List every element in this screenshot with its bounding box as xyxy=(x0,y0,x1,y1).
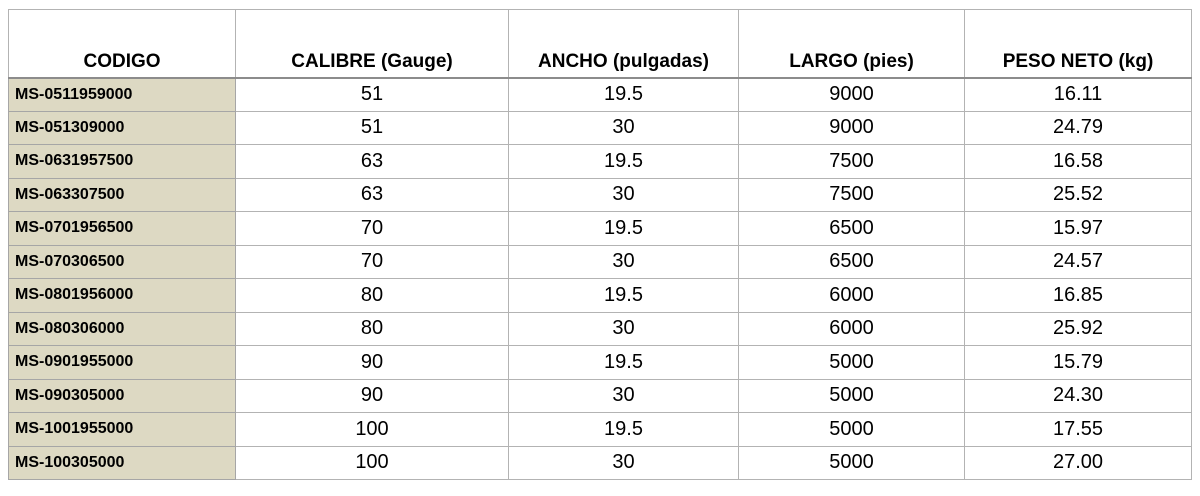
table-row: MS-080306000 80 30 6000 25.92 xyxy=(8,311,1192,346)
cell-calibre: 100 xyxy=(235,412,509,447)
cell-calibre: 51 xyxy=(235,110,509,145)
cell-codigo: MS-0511959000 xyxy=(8,77,236,112)
table-row: MS-0901955000 90 19.5 5000 15.79 xyxy=(8,345,1192,380)
cell-peso-neto: 24.57 xyxy=(964,244,1192,279)
cell-ancho: 19.5 xyxy=(508,345,739,380)
cell-calibre: 80 xyxy=(235,311,509,346)
cell-calibre: 90 xyxy=(235,345,509,380)
cell-largo: 9000 xyxy=(738,77,965,112)
header-row: CODIGO CALIBRE (Gauge) ANCHO (pulgadas) … xyxy=(8,9,1192,79)
cell-largo: 7500 xyxy=(738,177,965,212)
cell-peso-neto: 27.00 xyxy=(964,445,1192,480)
cell-peso-neto: 16.11 xyxy=(964,77,1192,112)
product-spec-table: CODIGO CALIBRE (Gauge) ANCHO (pulgadas) … xyxy=(8,9,1192,480)
table-row: MS-0801956000 80 19.5 6000 16.85 xyxy=(8,278,1192,313)
table-row: MS-100305000 100 30 5000 27.00 xyxy=(8,445,1192,480)
cell-ancho: 19.5 xyxy=(508,211,739,246)
header-codigo: CODIGO xyxy=(8,9,236,79)
cell-peso-neto: 17.55 xyxy=(964,412,1192,447)
cell-ancho: 19.5 xyxy=(508,278,739,313)
cell-largo: 5000 xyxy=(738,345,965,380)
table-row: MS-063307500 63 30 7500 25.52 xyxy=(8,177,1192,212)
cell-codigo: MS-051309000 xyxy=(8,110,236,145)
cell-ancho: 30 xyxy=(508,110,739,145)
table-row: MS-1001955000 100 19.5 5000 17.55 xyxy=(8,412,1192,447)
header-peso-neto: PESO NETO (kg) xyxy=(964,9,1192,79)
cell-calibre: 63 xyxy=(235,177,509,212)
cell-codigo: MS-0701956500 xyxy=(8,211,236,246)
cell-largo: 5000 xyxy=(738,378,965,413)
table-row: MS-090305000 90 30 5000 24.30 xyxy=(8,378,1192,413)
cell-peso-neto: 25.92 xyxy=(964,311,1192,346)
cell-ancho: 30 xyxy=(508,445,739,480)
table-row: MS-0631957500 63 19.5 7500 16.58 xyxy=(8,144,1192,179)
cell-codigo: MS-080306000 xyxy=(8,311,236,346)
cell-ancho: 30 xyxy=(508,378,739,413)
cell-ancho: 30 xyxy=(508,311,739,346)
cell-calibre: 63 xyxy=(235,144,509,179)
cell-largo: 7500 xyxy=(738,144,965,179)
header-largo: LARGO (pies) xyxy=(738,9,965,79)
cell-calibre: 70 xyxy=(235,244,509,279)
cell-peso-neto: 15.97 xyxy=(964,211,1192,246)
cell-codigo: MS-100305000 xyxy=(8,445,236,480)
cell-codigo: MS-090305000 xyxy=(8,378,236,413)
cell-largo: 6500 xyxy=(738,211,965,246)
table-row: MS-0511959000 51 19.5 9000 16.11 xyxy=(8,77,1192,112)
cell-codigo: MS-070306500 xyxy=(8,244,236,279)
cell-calibre: 100 xyxy=(235,445,509,480)
cell-calibre: 51 xyxy=(235,77,509,112)
cell-calibre: 80 xyxy=(235,278,509,313)
header-calibre: CALIBRE (Gauge) xyxy=(235,9,509,79)
cell-calibre: 70 xyxy=(235,211,509,246)
cell-ancho: 19.5 xyxy=(508,412,739,447)
cell-largo: 5000 xyxy=(738,412,965,447)
cell-codigo: MS-0631957500 xyxy=(8,144,236,179)
cell-peso-neto: 16.58 xyxy=(964,144,1192,179)
cell-calibre: 90 xyxy=(235,378,509,413)
cell-peso-neto: 24.30 xyxy=(964,378,1192,413)
table-row: MS-070306500 70 30 6500 24.57 xyxy=(8,244,1192,279)
cell-codigo: MS-1001955000 xyxy=(8,412,236,447)
cell-largo: 6000 xyxy=(738,311,965,346)
cell-peso-neto: 16.85 xyxy=(964,278,1192,313)
cell-largo: 5000 xyxy=(738,445,965,480)
cell-ancho: 19.5 xyxy=(508,144,739,179)
cell-codigo: MS-063307500 xyxy=(8,177,236,212)
cell-ancho: 30 xyxy=(508,177,739,212)
cell-ancho: 19.5 xyxy=(508,77,739,112)
cell-largo: 6500 xyxy=(738,244,965,279)
cell-peso-neto: 25.52 xyxy=(964,177,1192,212)
table-row: MS-051309000 51 30 9000 24.79 xyxy=(8,110,1192,145)
cell-codigo: MS-0801956000 xyxy=(8,278,236,313)
table-row: MS-0701956500 70 19.5 6500 15.97 xyxy=(8,211,1192,246)
cell-codigo: MS-0901955000 xyxy=(8,345,236,380)
header-ancho: ANCHO (pulgadas) xyxy=(508,9,739,79)
cell-peso-neto: 24.79 xyxy=(964,110,1192,145)
cell-peso-neto: 15.79 xyxy=(964,345,1192,380)
cell-largo: 9000 xyxy=(738,110,965,145)
cell-largo: 6000 xyxy=(738,278,965,313)
cell-ancho: 30 xyxy=(508,244,739,279)
